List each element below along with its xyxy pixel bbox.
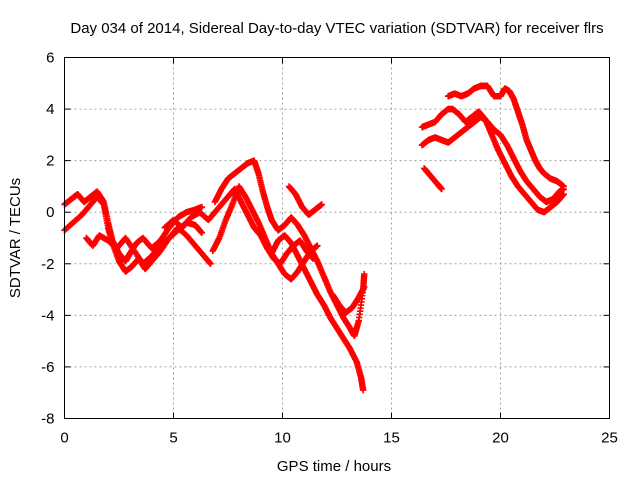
series-track-h (285, 183, 325, 218)
data-point (361, 283, 368, 291)
x-tick-labels: 0 5 10 15 20 25 (60, 430, 618, 447)
axis-ticks (64, 57, 610, 419)
data-point (438, 185, 445, 193)
x-tick-label: 5 (169, 430, 177, 447)
series-track-j (421, 165, 445, 193)
y-tick-labels: -8 -6 -4 -2 0 2 4 6 (41, 50, 54, 428)
data-point (318, 201, 325, 208)
series-track-c (83, 224, 214, 267)
data-point (207, 260, 214, 267)
x-tick-label: 15 (383, 430, 400, 447)
data-point (198, 203, 206, 211)
y-tick-label: -8 (41, 411, 54, 428)
y-tick-label: -6 (41, 359, 54, 376)
y-tick-label: 0 (46, 204, 54, 221)
y-tick-label: -2 (41, 256, 54, 273)
chart-title: Day 034 of 2014, Sidereal Day-to-day VTE… (70, 20, 603, 37)
y-tick-label: 4 (46, 101, 54, 118)
x-tick-label: 25 (601, 430, 618, 447)
data-point (361, 270, 368, 278)
plot-frame (64, 57, 610, 419)
series-track-d (161, 185, 317, 267)
y-tick-label: 2 (46, 153, 54, 170)
series-track-m (444, 82, 567, 190)
x-axis-label: GPS time / hours (277, 458, 391, 475)
series-track-g (268, 232, 367, 394)
data-points (61, 82, 567, 394)
data-point (198, 229, 206, 237)
series-track-f (211, 157, 368, 340)
y-axis-label: SDTVAR / TECUs (7, 178, 24, 298)
data-point (359, 386, 367, 394)
series-track-i (329, 283, 368, 316)
data-point (314, 242, 321, 249)
x-tick-label: 20 (492, 430, 509, 447)
gridlines (64, 57, 610, 419)
y-tick-label: -4 (41, 307, 54, 324)
x-tick-label: 0 (60, 430, 68, 447)
y-tick-label: 6 (46, 50, 54, 67)
data-point (560, 183, 567, 190)
x-tick-label: 10 (274, 430, 291, 447)
